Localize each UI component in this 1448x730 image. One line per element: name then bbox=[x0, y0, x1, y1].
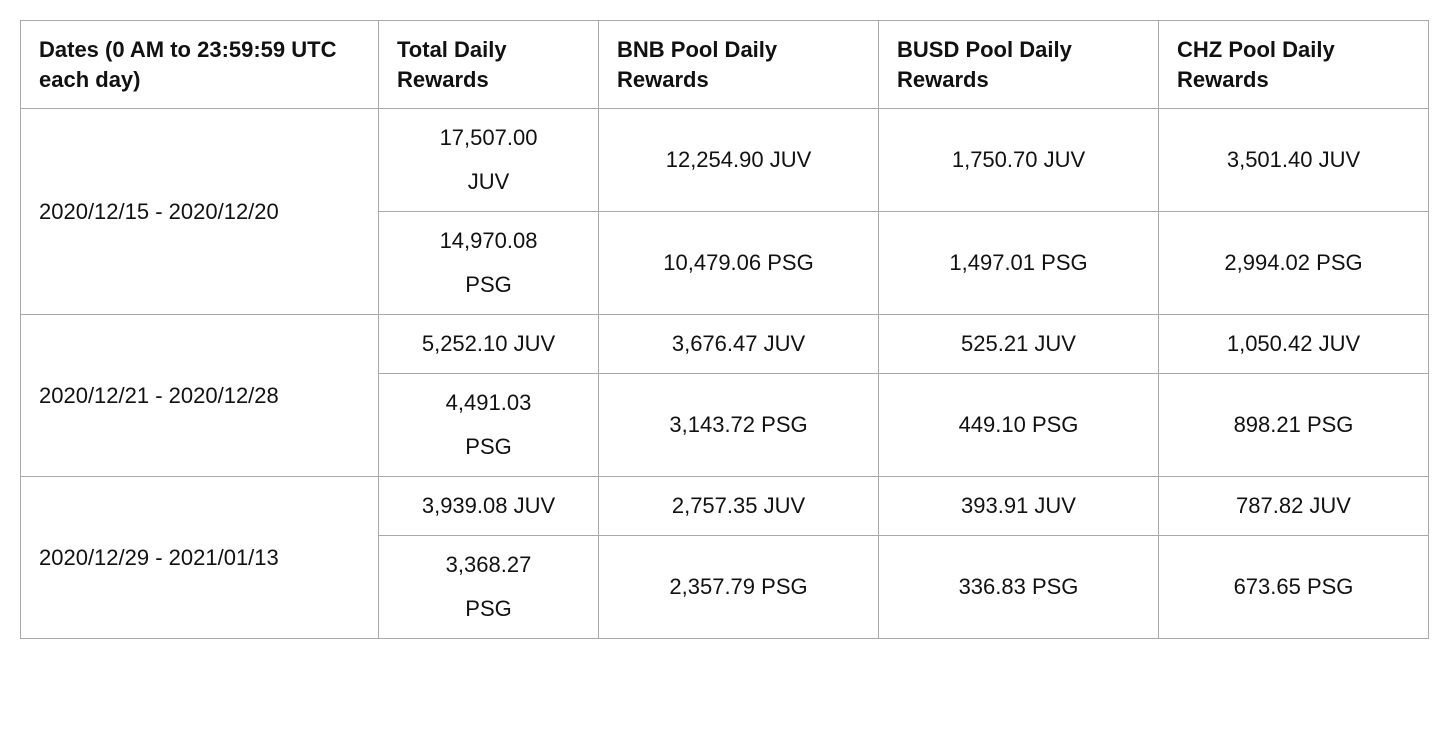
table-row: 2020/12/21 - 2020/12/285,252.10 JUV3,676… bbox=[21, 315, 1429, 374]
busd-cell: 1,750.70 JUV bbox=[879, 109, 1159, 212]
date-range-cell: 2020/12/15 - 2020/12/20 bbox=[21, 109, 379, 315]
col-header-bnb: BNB Pool Daily Rewards bbox=[599, 21, 879, 109]
bnb-cell: 2,757.35 JUV bbox=[599, 477, 879, 536]
total-value: 3,939.08 JUV bbox=[422, 493, 555, 518]
total-token: JUV bbox=[468, 169, 510, 195]
bnb-cell: 2,357.79 PSG bbox=[599, 536, 879, 639]
total-token: PSG bbox=[465, 596, 511, 622]
chz-cell: 898.21 PSG bbox=[1159, 374, 1429, 477]
busd-cell: 393.91 JUV bbox=[879, 477, 1159, 536]
bnb-cell: 10,479.06 PSG bbox=[599, 212, 879, 315]
bnb-cell: 3,676.47 JUV bbox=[599, 315, 879, 374]
table-header-row: Dates (0 AM to 23:59:59 UTC each day) To… bbox=[21, 21, 1429, 109]
total-token: PSG bbox=[465, 272, 511, 298]
total-token: PSG bbox=[465, 434, 511, 460]
busd-cell: 525.21 JUV bbox=[879, 315, 1159, 374]
chz-cell: 673.65 PSG bbox=[1159, 536, 1429, 639]
table-body: 2020/12/15 - 2020/12/20 17,507.00 JUV 12,25… bbox=[21, 109, 1429, 639]
busd-cell: 336.83 PSG bbox=[879, 536, 1159, 639]
chz-cell: 787.82 JUV bbox=[1159, 477, 1429, 536]
total-amount: 14,970.08 bbox=[440, 228, 538, 254]
total-amount: 4,491.03 bbox=[446, 390, 532, 416]
total-amount: 17,507.00 bbox=[440, 125, 538, 151]
chz-cell: 3,501.40 JUV bbox=[1159, 109, 1429, 212]
col-header-dates: Dates (0 AM to 23:59:59 UTC each day) bbox=[21, 21, 379, 109]
col-header-chz: CHZ Pool Daily Rewards bbox=[1159, 21, 1429, 109]
col-header-busd: BUSD Pool Daily Rewards bbox=[879, 21, 1159, 109]
bnb-cell: 3,143.72 PSG bbox=[599, 374, 879, 477]
date-range-cell: 2020/12/29 - 2021/01/13 bbox=[21, 477, 379, 639]
chz-cell: 2,994.02 PSG bbox=[1159, 212, 1429, 315]
date-range-cell: 2020/12/21 - 2020/12/28 bbox=[21, 315, 379, 477]
col-header-total: Total Daily Rewards bbox=[379, 21, 599, 109]
total-cell: 17,507.00 JUV bbox=[379, 109, 599, 212]
total-value: 5,252.10 JUV bbox=[422, 331, 555, 356]
bnb-cell: 12,254.90 JUV bbox=[599, 109, 879, 212]
total-cell: 4,491.03 PSG bbox=[379, 374, 599, 477]
busd-cell: 1,497.01 PSG bbox=[879, 212, 1159, 315]
rewards-table: Dates (0 AM to 23:59:59 UTC each day) To… bbox=[20, 20, 1429, 639]
total-cell: 5,252.10 JUV bbox=[379, 315, 599, 374]
table-row: 2020/12/29 - 2021/01/133,939.08 JUV2,757… bbox=[21, 477, 1429, 536]
total-cell: 3,939.08 JUV bbox=[379, 477, 599, 536]
total-cell: 3,368.27 PSG bbox=[379, 536, 599, 639]
table-row: 2020/12/15 - 2020/12/2017,507.00JUV12,25… bbox=[21, 109, 1429, 212]
chz-cell: 1,050.42 JUV bbox=[1159, 315, 1429, 374]
total-amount: 3,368.27 bbox=[446, 552, 532, 578]
busd-cell: 449.10 PSG bbox=[879, 374, 1159, 477]
total-cell: 14,970.08 PSG bbox=[379, 212, 599, 315]
